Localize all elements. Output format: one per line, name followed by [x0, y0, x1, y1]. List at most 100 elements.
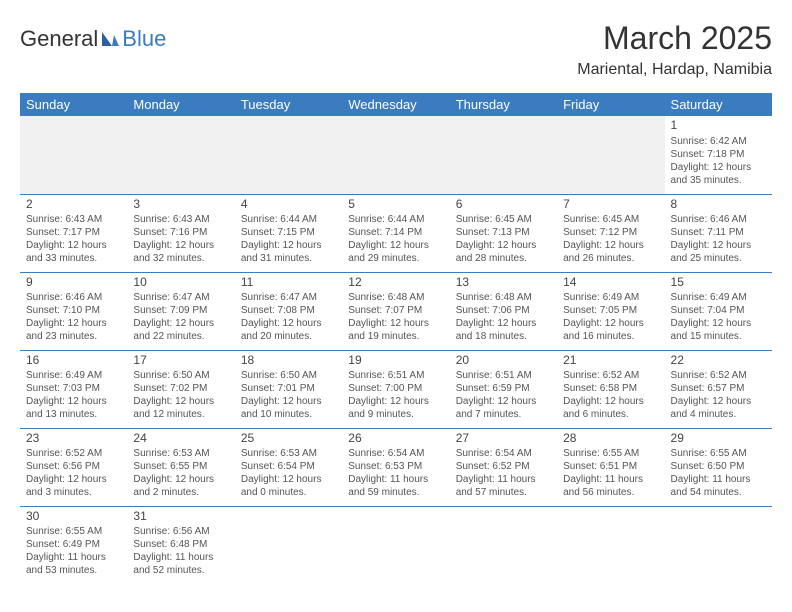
calendar-cell [665, 506, 772, 584]
day-number: 24 [133, 431, 228, 447]
calendar-cell: 25Sunrise: 6:53 AMSunset: 6:54 PMDayligh… [235, 428, 342, 506]
calendar-cell: 28Sunrise: 6:55 AMSunset: 6:51 PMDayligh… [557, 428, 664, 506]
day-number: 27 [456, 431, 551, 447]
sunset-text: Sunset: 7:00 PM [348, 382, 443, 395]
sunset-text: Sunset: 7:05 PM [563, 304, 658, 317]
day-number: 12 [348, 275, 443, 291]
calendar-cell: 1Sunrise: 6:42 AMSunset: 7:18 PMDaylight… [665, 116, 772, 194]
calendar-cell [342, 116, 449, 194]
sunrise-text: Sunrise: 6:52 AM [563, 369, 658, 382]
calendar-cell [557, 506, 664, 584]
day-number: 1 [671, 118, 766, 134]
daylight-text: Daylight: 12 hours and 12 minutes. [133, 395, 228, 421]
calendar-row: 16Sunrise: 6:49 AMSunset: 7:03 PMDayligh… [20, 350, 772, 428]
day-number: 17 [133, 353, 228, 369]
calendar-cell: 7Sunrise: 6:45 AMSunset: 7:12 PMDaylight… [557, 194, 664, 272]
daylight-text: Daylight: 12 hours and 26 minutes. [563, 239, 658, 265]
calendar-cell: 30Sunrise: 6:55 AMSunset: 6:49 PMDayligh… [20, 506, 127, 584]
calendar-cell: 5Sunrise: 6:44 AMSunset: 7:14 PMDaylight… [342, 194, 449, 272]
daylight-text: Daylight: 12 hours and 35 minutes. [671, 161, 766, 187]
day-number: 10 [133, 275, 228, 291]
sunset-text: Sunset: 7:07 PM [348, 304, 443, 317]
day-number: 4 [241, 197, 336, 213]
daylight-text: Daylight: 12 hours and 7 minutes. [456, 395, 551, 421]
daylight-text: Daylight: 12 hours and 6 minutes. [563, 395, 658, 421]
calendar-cell: 20Sunrise: 6:51 AMSunset: 6:59 PMDayligh… [450, 350, 557, 428]
calendar-row: 1Sunrise: 6:42 AMSunset: 7:18 PMDaylight… [20, 116, 772, 194]
dayheader-mon: Monday [127, 93, 234, 116]
sunrise-text: Sunrise: 6:44 AM [241, 213, 336, 226]
calendar-cell: 31Sunrise: 6:56 AMSunset: 6:48 PMDayligh… [127, 506, 234, 584]
calendar-cell: 15Sunrise: 6:49 AMSunset: 7:04 PMDayligh… [665, 272, 772, 350]
sunrise-text: Sunrise: 6:55 AM [671, 447, 766, 460]
sunset-text: Sunset: 7:10 PM [26, 304, 121, 317]
calendar-row: 30Sunrise: 6:55 AMSunset: 6:49 PMDayligh… [20, 506, 772, 584]
sunset-text: Sunset: 6:51 PM [563, 460, 658, 473]
sunrise-text: Sunrise: 6:48 AM [456, 291, 551, 304]
daylight-text: Daylight: 12 hours and 25 minutes. [671, 239, 766, 265]
header: General Blue March 2025 Mariental, Harda… [20, 20, 772, 79]
day-number: 29 [671, 431, 766, 447]
calendar-body: 1Sunrise: 6:42 AMSunset: 7:18 PMDaylight… [20, 116, 772, 584]
daylight-text: Daylight: 11 hours and 54 minutes. [671, 473, 766, 499]
day-number: 9 [26, 275, 121, 291]
daylight-text: Daylight: 11 hours and 59 minutes. [348, 473, 443, 499]
sunrise-text: Sunrise: 6:50 AM [133, 369, 228, 382]
calendar-cell: 17Sunrise: 6:50 AMSunset: 7:02 PMDayligh… [127, 350, 234, 428]
sunset-text: Sunset: 7:13 PM [456, 226, 551, 239]
calendar-cell: 24Sunrise: 6:53 AMSunset: 6:55 PMDayligh… [127, 428, 234, 506]
day-number: 19 [348, 353, 443, 369]
day-number: 16 [26, 353, 121, 369]
daylight-text: Daylight: 12 hours and 2 minutes. [133, 473, 228, 499]
sunrise-text: Sunrise: 6:46 AM [26, 291, 121, 304]
daylight-text: Daylight: 12 hours and 13 minutes. [26, 395, 121, 421]
sunrise-text: Sunrise: 6:54 AM [456, 447, 551, 460]
calendar-cell: 4Sunrise: 6:44 AMSunset: 7:15 PMDaylight… [235, 194, 342, 272]
day-number: 2 [26, 197, 121, 213]
day-number: 15 [671, 275, 766, 291]
daylight-text: Daylight: 12 hours and 29 minutes. [348, 239, 443, 265]
calendar-cell: 2Sunrise: 6:43 AMSunset: 7:17 PMDaylight… [20, 194, 127, 272]
calendar-cell [450, 506, 557, 584]
logo-text-1: General [20, 26, 98, 52]
sunrise-text: Sunrise: 6:54 AM [348, 447, 443, 460]
sunrise-text: Sunrise: 6:56 AM [133, 525, 228, 538]
sunrise-text: Sunrise: 6:51 AM [456, 369, 551, 382]
sunrise-text: Sunrise: 6:47 AM [133, 291, 228, 304]
sunrise-text: Sunrise: 6:49 AM [563, 291, 658, 304]
day-number: 30 [26, 509, 121, 525]
calendar-cell: 10Sunrise: 6:47 AMSunset: 7:09 PMDayligh… [127, 272, 234, 350]
day-number: 28 [563, 431, 658, 447]
calendar-row: 23Sunrise: 6:52 AMSunset: 6:56 PMDayligh… [20, 428, 772, 506]
daylight-text: Daylight: 12 hours and 32 minutes. [133, 239, 228, 265]
sunrise-text: Sunrise: 6:49 AM [671, 291, 766, 304]
dayheader-wed: Wednesday [342, 93, 449, 116]
daylight-text: Daylight: 12 hours and 10 minutes. [241, 395, 336, 421]
day-header-row: Sunday Monday Tuesday Wednesday Thursday… [20, 93, 772, 116]
sail-icon [100, 30, 120, 48]
sunrise-text: Sunrise: 6:45 AM [563, 213, 658, 226]
daylight-text: Daylight: 12 hours and 31 minutes. [241, 239, 336, 265]
calendar-cell: 8Sunrise: 6:46 AMSunset: 7:11 PMDaylight… [665, 194, 772, 272]
sunrise-text: Sunrise: 6:52 AM [671, 369, 766, 382]
logo: General Blue [20, 26, 166, 52]
sunrise-text: Sunrise: 6:48 AM [348, 291, 443, 304]
sunrise-text: Sunrise: 6:47 AM [241, 291, 336, 304]
calendar-cell: 19Sunrise: 6:51 AMSunset: 7:00 PMDayligh… [342, 350, 449, 428]
day-number: 20 [456, 353, 551, 369]
day-number: 31 [133, 509, 228, 525]
location-text: Mariental, Hardap, Namibia [577, 61, 772, 79]
sunrise-text: Sunrise: 6:50 AM [241, 369, 336, 382]
calendar-cell: 3Sunrise: 6:43 AMSunset: 7:16 PMDaylight… [127, 194, 234, 272]
calendar-cell: 27Sunrise: 6:54 AMSunset: 6:52 PMDayligh… [450, 428, 557, 506]
dayheader-sun: Sunday [20, 93, 127, 116]
sunset-text: Sunset: 7:04 PM [671, 304, 766, 317]
sunrise-text: Sunrise: 6:49 AM [26, 369, 121, 382]
calendar-table: Sunday Monday Tuesday Wednesday Thursday… [20, 93, 772, 584]
calendar-cell: 26Sunrise: 6:54 AMSunset: 6:53 PMDayligh… [342, 428, 449, 506]
day-number: 26 [348, 431, 443, 447]
sunset-text: Sunset: 7:15 PM [241, 226, 336, 239]
day-number: 25 [241, 431, 336, 447]
sunrise-text: Sunrise: 6:45 AM [456, 213, 551, 226]
daylight-text: Daylight: 12 hours and 22 minutes. [133, 317, 228, 343]
